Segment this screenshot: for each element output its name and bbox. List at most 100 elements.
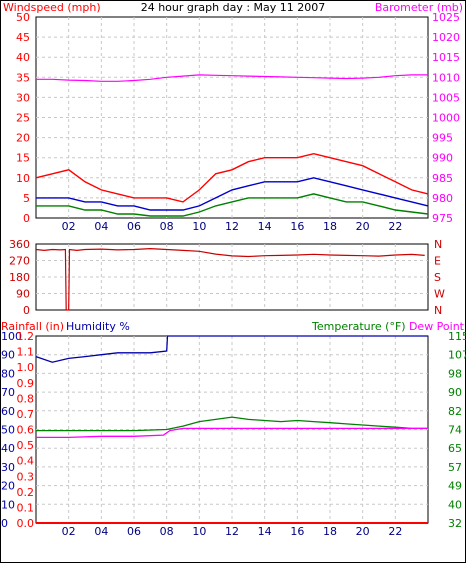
x-tick-label: 08 — [160, 525, 174, 538]
compass-tick-label: E — [434, 255, 441, 268]
x-tick-label: 18 — [323, 525, 337, 538]
temperature-tick-label: 40 — [448, 498, 462, 511]
x-tick-label: 06 — [127, 220, 141, 233]
barometer-tick-label: 995 — [432, 132, 453, 145]
x-tick-label: 18 — [323, 220, 337, 233]
wind-barometer-chart: 02 04 06 08 10 12 14 16 18 20 22 Windspeed (mph) 24 … — [3, 1, 463, 233]
barometer-tick-label: 990 — [432, 152, 453, 165]
temperature-series-line — [36, 416, 428, 432]
x-tick-label: 22 — [388, 220, 402, 233]
humidity-tick-label: 70 — [1, 386, 15, 399]
low-series-line — [36, 193, 429, 217]
direction-tick-label: 270 — [9, 255, 30, 268]
humidity-tick-label: 90 — [1, 349, 15, 362]
compass-tick-label: N — [434, 304, 442, 317]
direction-tick-label: 90 — [16, 288, 30, 301]
humidity-tick-label: 20 — [1, 480, 15, 493]
temperature-tick-label: 115 — [448, 330, 466, 343]
windspeed-tick-label: 10 — [16, 172, 30, 185]
rainfall-tick-label: 1.2 — [17, 330, 35, 343]
humidity-tick-label: 10 — [1, 498, 15, 511]
humidity-tick-label: 30 — [1, 461, 15, 474]
windspeed-tick-label: 15 — [16, 152, 30, 165]
temperature-humidity-chart: 02 04 06 08 10 12 14 16 18 20 22 Rainfall (in) Humid… — [1, 320, 466, 538]
chart-title: 24 hour graph day : May 11 2007 — [141, 1, 326, 14]
x-tick-label: 02 — [62, 220, 76, 233]
temperature-tick-label: 57 — [448, 461, 462, 474]
rainfall-tick-label: 0.9 — [17, 377, 35, 390]
x-tick-label: 16 — [290, 525, 304, 538]
x-tick-label: 14 — [258, 525, 272, 538]
barometer-tick-label: 1000 — [432, 112, 460, 125]
rainfall-tick-label: 0.6 — [17, 424, 35, 437]
direction-tick-label: 360 — [9, 238, 30, 251]
barometer-tick-label: 1005 — [432, 91, 460, 104]
temperature-tick-label: 49 — [448, 480, 462, 493]
rainfall-tick-label: 0.7 — [17, 408, 35, 421]
barometer-series-line — [36, 74, 428, 82]
x-tick-label: 20 — [356, 525, 370, 538]
x-tick-label: 10 — [192, 525, 206, 538]
humidity-tick-label: 50 — [1, 424, 15, 437]
rainfall-tick-label: 1.0 — [17, 361, 35, 374]
barometer-tick-label: 1010 — [432, 71, 460, 84]
x-tick-label: 02 — [62, 525, 76, 538]
compass-tick-label: N — [434, 238, 442, 251]
humidity-series-line — [35, 335, 428, 363]
x-tick-label: 04 — [94, 525, 108, 538]
barometer-tick-label: 985 — [432, 172, 453, 185]
barometer-tick-label: 1025 — [432, 11, 460, 24]
rainfall-tick-label: 0.5 — [17, 439, 35, 452]
windspeed-tick-label: 25 — [16, 112, 30, 125]
x-tick-label: 12 — [225, 220, 239, 233]
humidity-tick-label: 0 — [1, 517, 8, 530]
x-tick-label: 22 — [388, 525, 402, 538]
gust-series-line — [35, 152, 429, 203]
rainfall-tick-label: 0.0 — [17, 517, 35, 530]
rainfall-tick-label: 0.4 — [17, 455, 35, 468]
x-tick-label: 06 — [127, 525, 141, 538]
temperature-tick-label: 65 — [448, 442, 462, 455]
rainfall-tick-label: 0.2 — [17, 486, 35, 499]
temperature-tick-label: 32 — [448, 517, 462, 530]
windspeed-tick-label: 20 — [16, 132, 30, 145]
rainfall-tick-label: 0.1 — [17, 501, 35, 514]
direction-tick-label: 0 — [23, 304, 30, 317]
rainfall-tick-label: 0.8 — [17, 392, 35, 405]
windspeed-tick-label: 5 — [23, 192, 30, 205]
temperature-tick-label: 90 — [448, 386, 462, 399]
windspeed-tick-label: 50 — [16, 11, 30, 24]
x-tick-label: 08 — [160, 220, 174, 233]
humidity-axis-label: Humidity % — [66, 320, 130, 333]
x-tick-label: 14 — [258, 220, 272, 233]
x-tick-label: 16 — [290, 220, 304, 233]
rainfall-axis-label: Rainfall (in) — [1, 320, 64, 333]
compass-tick-label: W — [434, 288, 445, 301]
direction-tick-label: 180 — [9, 271, 30, 284]
dewpoint-axis-label: Dew Point — [409, 320, 465, 333]
rainfall-tick-label: 0.3 — [17, 470, 35, 483]
windspeed-axis-label: Windspeed (mph) — [3, 1, 101, 14]
barometer-tick-label: 975 — [432, 212, 453, 225]
direction-series-line — [35, 247, 425, 311]
humidity-tick-label: 40 — [1, 442, 15, 455]
temperature-tick-label: 107 — [448, 349, 466, 362]
windspeed-tick-label: 40 — [16, 51, 30, 64]
humidity-tick-label: 100 — [1, 330, 22, 343]
x-tick-label: 10 — [192, 220, 206, 233]
x-tick-label: 20 — [356, 220, 370, 233]
windspeed-tick-label: 30 — [16, 91, 30, 104]
dewpoint-series-line — [36, 427, 428, 439]
windspeed-tick-label: 45 — [16, 31, 30, 44]
temperature-tick-label: 98 — [448, 367, 462, 380]
rainfall-tick-label: 1.1 — [17, 346, 35, 359]
compass-tick-label: S — [434, 271, 441, 284]
temperature-tick-label: 82 — [448, 405, 462, 418]
barometer-tick-label: 1015 — [432, 51, 460, 64]
barometer-tick-label: 1020 — [432, 31, 460, 44]
temperature-tick-label: 74 — [448, 424, 462, 437]
average-series-line — [36, 177, 429, 211]
